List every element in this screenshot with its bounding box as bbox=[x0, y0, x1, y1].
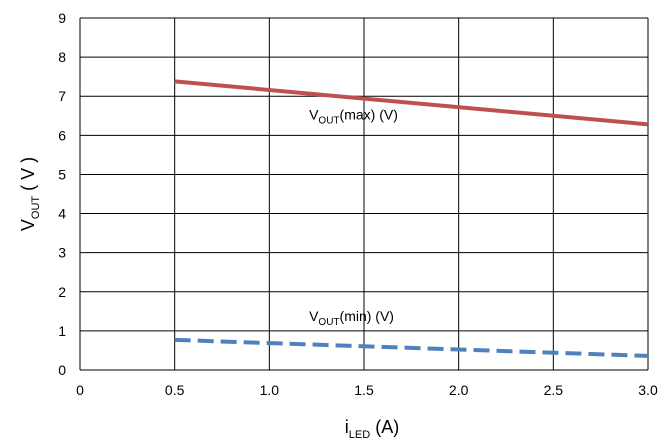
x-tick-label: 3.0 bbox=[638, 382, 658, 398]
series-line-vout-min bbox=[174, 337, 649, 358]
series-labels: VOUT(max) (V) VOUT(min) (V) bbox=[309, 107, 398, 328]
y-tick-label: 6 bbox=[58, 127, 66, 143]
x-axis-title: iLED (A) bbox=[345, 417, 399, 441]
x-tick-label: 0.5 bbox=[165, 382, 185, 398]
y-axis-title: VOUT ( V ) bbox=[18, 157, 42, 231]
y-tick-label: 7 bbox=[58, 88, 66, 104]
series-line-vout-max bbox=[174, 79, 649, 127]
y-axis-ticks: 0 1 2 3 4 5 6 7 8 9 bbox=[58, 10, 66, 378]
y-tick-label: 4 bbox=[58, 206, 66, 222]
y-tick-label: 2 bbox=[58, 284, 66, 300]
x-tick-label: 2.0 bbox=[449, 382, 469, 398]
y-tick-label: 0 bbox=[58, 362, 66, 378]
y-tick-label: 9 bbox=[58, 10, 66, 26]
x-tick-label: 0 bbox=[76, 382, 84, 398]
series-label-vout-min: VOUT(min) (V) bbox=[309, 308, 394, 328]
x-tick-label: 2.5 bbox=[544, 382, 564, 398]
series-label-vout-max: VOUT(max) (V) bbox=[309, 107, 398, 127]
y-tick-label: 1 bbox=[58, 323, 66, 339]
x-tick-label: 1.5 bbox=[354, 382, 374, 398]
series-lines bbox=[174, 79, 649, 358]
grid bbox=[79, 17, 649, 371]
x-tick-label: 1.0 bbox=[260, 382, 280, 398]
y-tick-label: 8 bbox=[58, 49, 66, 65]
y-tick-label: 5 bbox=[58, 166, 66, 182]
x-axis-ticks: 0 0.5 1.0 1.5 2.0 2.5 3.0 bbox=[76, 382, 658, 398]
y-tick-label: 3 bbox=[58, 245, 66, 261]
